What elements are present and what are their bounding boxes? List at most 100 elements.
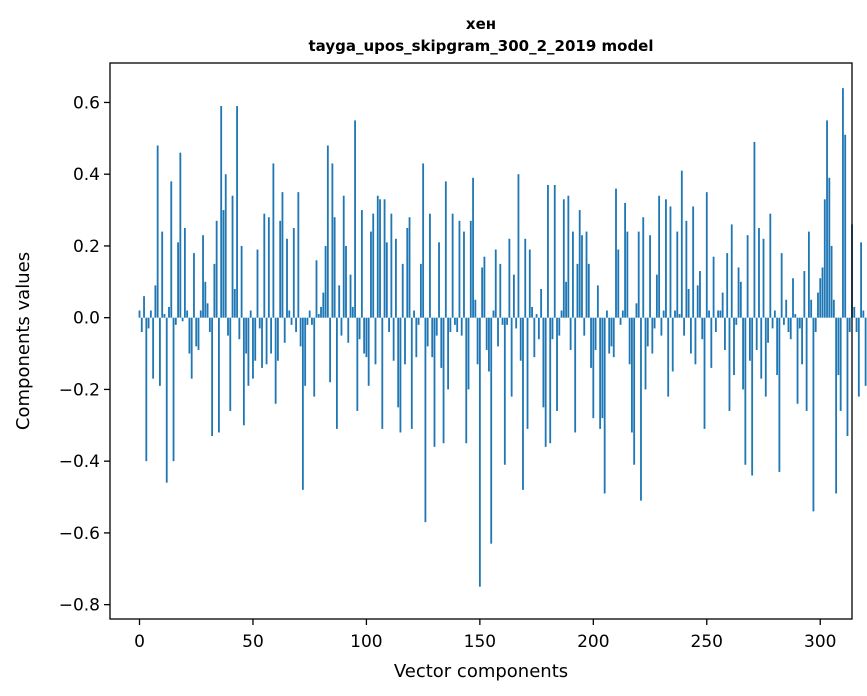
bar <box>794 314 797 318</box>
bar <box>565 281 567 318</box>
bar <box>342 195 345 318</box>
bar <box>569 317 572 350</box>
bar <box>696 285 699 318</box>
bar <box>397 317 400 408</box>
bar <box>842 88 844 318</box>
bar <box>689 317 692 354</box>
bar <box>560 310 563 318</box>
y-tick-label: −0.6 <box>59 524 100 544</box>
bar <box>231 195 234 318</box>
bar <box>181 317 184 322</box>
x-axis: 0 50 100 150 200 250 300 <box>134 619 836 652</box>
bar <box>744 317 747 465</box>
bar <box>644 317 647 390</box>
bar <box>238 317 241 340</box>
y-tick-label: 0.0 <box>73 309 100 329</box>
bar <box>792 278 794 318</box>
bar <box>832 299 835 318</box>
bar <box>485 317 488 350</box>
bar <box>370 231 372 318</box>
bar <box>224 174 227 318</box>
bar <box>819 278 822 318</box>
bar <box>783 317 785 325</box>
y-axis-label: Components values <box>13 252 34 430</box>
bar <box>628 317 631 365</box>
bar <box>395 238 397 318</box>
bar <box>143 296 145 318</box>
bar <box>721 292 724 318</box>
y-tick-label: 0.6 <box>73 93 100 113</box>
bar <box>556 317 558 411</box>
bar <box>295 317 297 333</box>
bar <box>646 317 649 347</box>
bar <box>429 213 431 318</box>
bar <box>140 317 143 333</box>
bar <box>823 199 826 318</box>
bar <box>617 249 620 318</box>
bar <box>703 317 706 429</box>
bar <box>311 317 313 325</box>
bar <box>163 314 166 318</box>
bar <box>531 306 533 318</box>
bar <box>313 317 316 397</box>
bar <box>222 210 225 318</box>
bar <box>347 317 350 343</box>
bar <box>517 174 520 318</box>
bar <box>576 263 579 318</box>
bar <box>401 263 404 318</box>
bar <box>426 317 429 347</box>
bar <box>553 184 556 318</box>
bar <box>211 317 214 437</box>
bar <box>771 317 774 329</box>
bar <box>478 317 481 587</box>
bar <box>807 231 810 318</box>
bar <box>717 310 720 318</box>
bar <box>254 317 257 361</box>
bar <box>798 317 801 329</box>
bar <box>760 317 763 379</box>
bar <box>549 317 552 444</box>
bar <box>392 317 395 361</box>
bar <box>826 120 828 318</box>
bar <box>488 317 490 372</box>
bar <box>270 317 273 354</box>
bar <box>286 238 288 318</box>
bar <box>705 192 708 318</box>
bar <box>753 141 756 318</box>
bar <box>594 317 597 350</box>
bar <box>304 317 307 386</box>
bar <box>630 317 633 433</box>
bar <box>728 317 731 411</box>
bar <box>796 317 799 404</box>
bar <box>204 281 207 318</box>
bar <box>374 317 377 365</box>
bar <box>449 317 452 333</box>
bar <box>812 317 815 512</box>
x-tick-label: 50 <box>242 632 264 652</box>
bar <box>274 317 277 404</box>
bar <box>290 317 293 325</box>
bar <box>474 299 477 318</box>
bar <box>261 317 263 368</box>
bar <box>735 317 738 325</box>
bar <box>508 238 511 318</box>
bar <box>338 285 341 318</box>
bar <box>528 249 531 318</box>
bar <box>179 152 182 318</box>
bar <box>621 310 624 318</box>
bar <box>263 213 266 318</box>
bar <box>417 317 420 325</box>
bar <box>776 317 779 376</box>
bar <box>683 317 685 336</box>
bar <box>340 317 343 336</box>
bar <box>329 317 332 383</box>
bar <box>249 310 252 318</box>
bar <box>138 310 141 318</box>
bar <box>510 317 513 397</box>
bar <box>737 267 740 318</box>
bar <box>308 310 311 318</box>
bar <box>651 317 654 354</box>
bar <box>406 228 409 318</box>
